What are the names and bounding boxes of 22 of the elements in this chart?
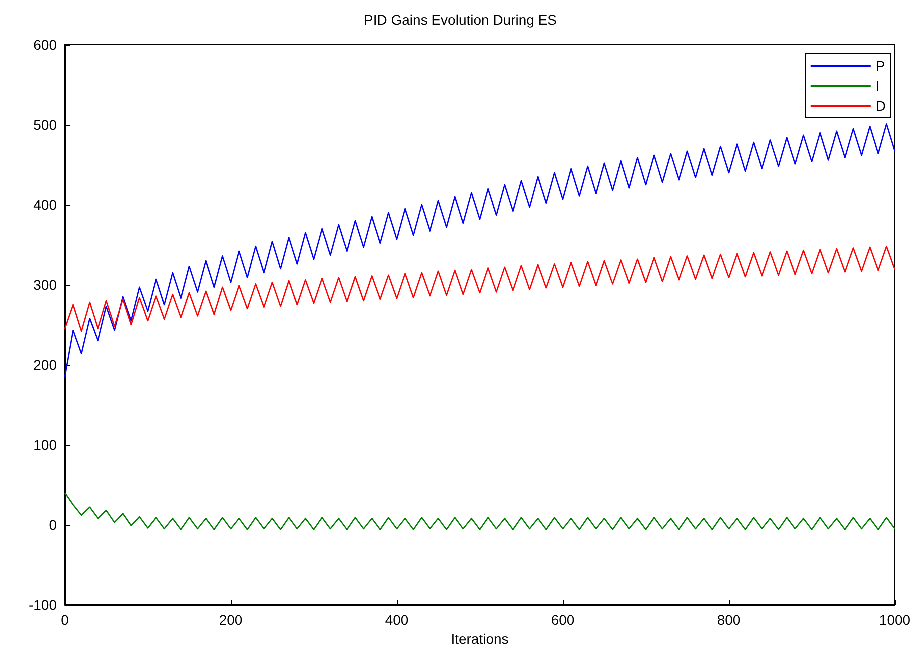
y-tick-label: 200	[34, 357, 58, 373]
y-tick-label: 400	[34, 197, 58, 213]
y-tick-label: -100	[28, 597, 58, 613]
y-tick-label: 100	[34, 437, 58, 453]
y-tick-label: 300	[34, 277, 58, 293]
legend-label: D	[876, 98, 886, 114]
y-tick-label: 0	[49, 517, 58, 533]
y-tick-label: 500	[34, 117, 58, 133]
legend-label: P	[876, 58, 886, 74]
x-tick-label: 400	[385, 612, 409, 628]
x-tick-label: 200	[219, 612, 243, 628]
x-tick-label: 800	[717, 612, 741, 628]
y-tick-label: 600	[34, 37, 58, 53]
line-series	[64, 124, 896, 378]
x-axis-title: Iterations	[451, 630, 509, 647]
x-tick-label: 0	[61, 612, 70, 628]
line-series	[64, 492, 896, 530]
legend-label: I	[876, 78, 880, 94]
x-tick-label: 1000	[879, 612, 911, 628]
chart-title: PID Gains Evolution During ES	[364, 12, 557, 28]
x-tick-label: 600	[551, 612, 575, 628]
line-series	[64, 246, 896, 332]
